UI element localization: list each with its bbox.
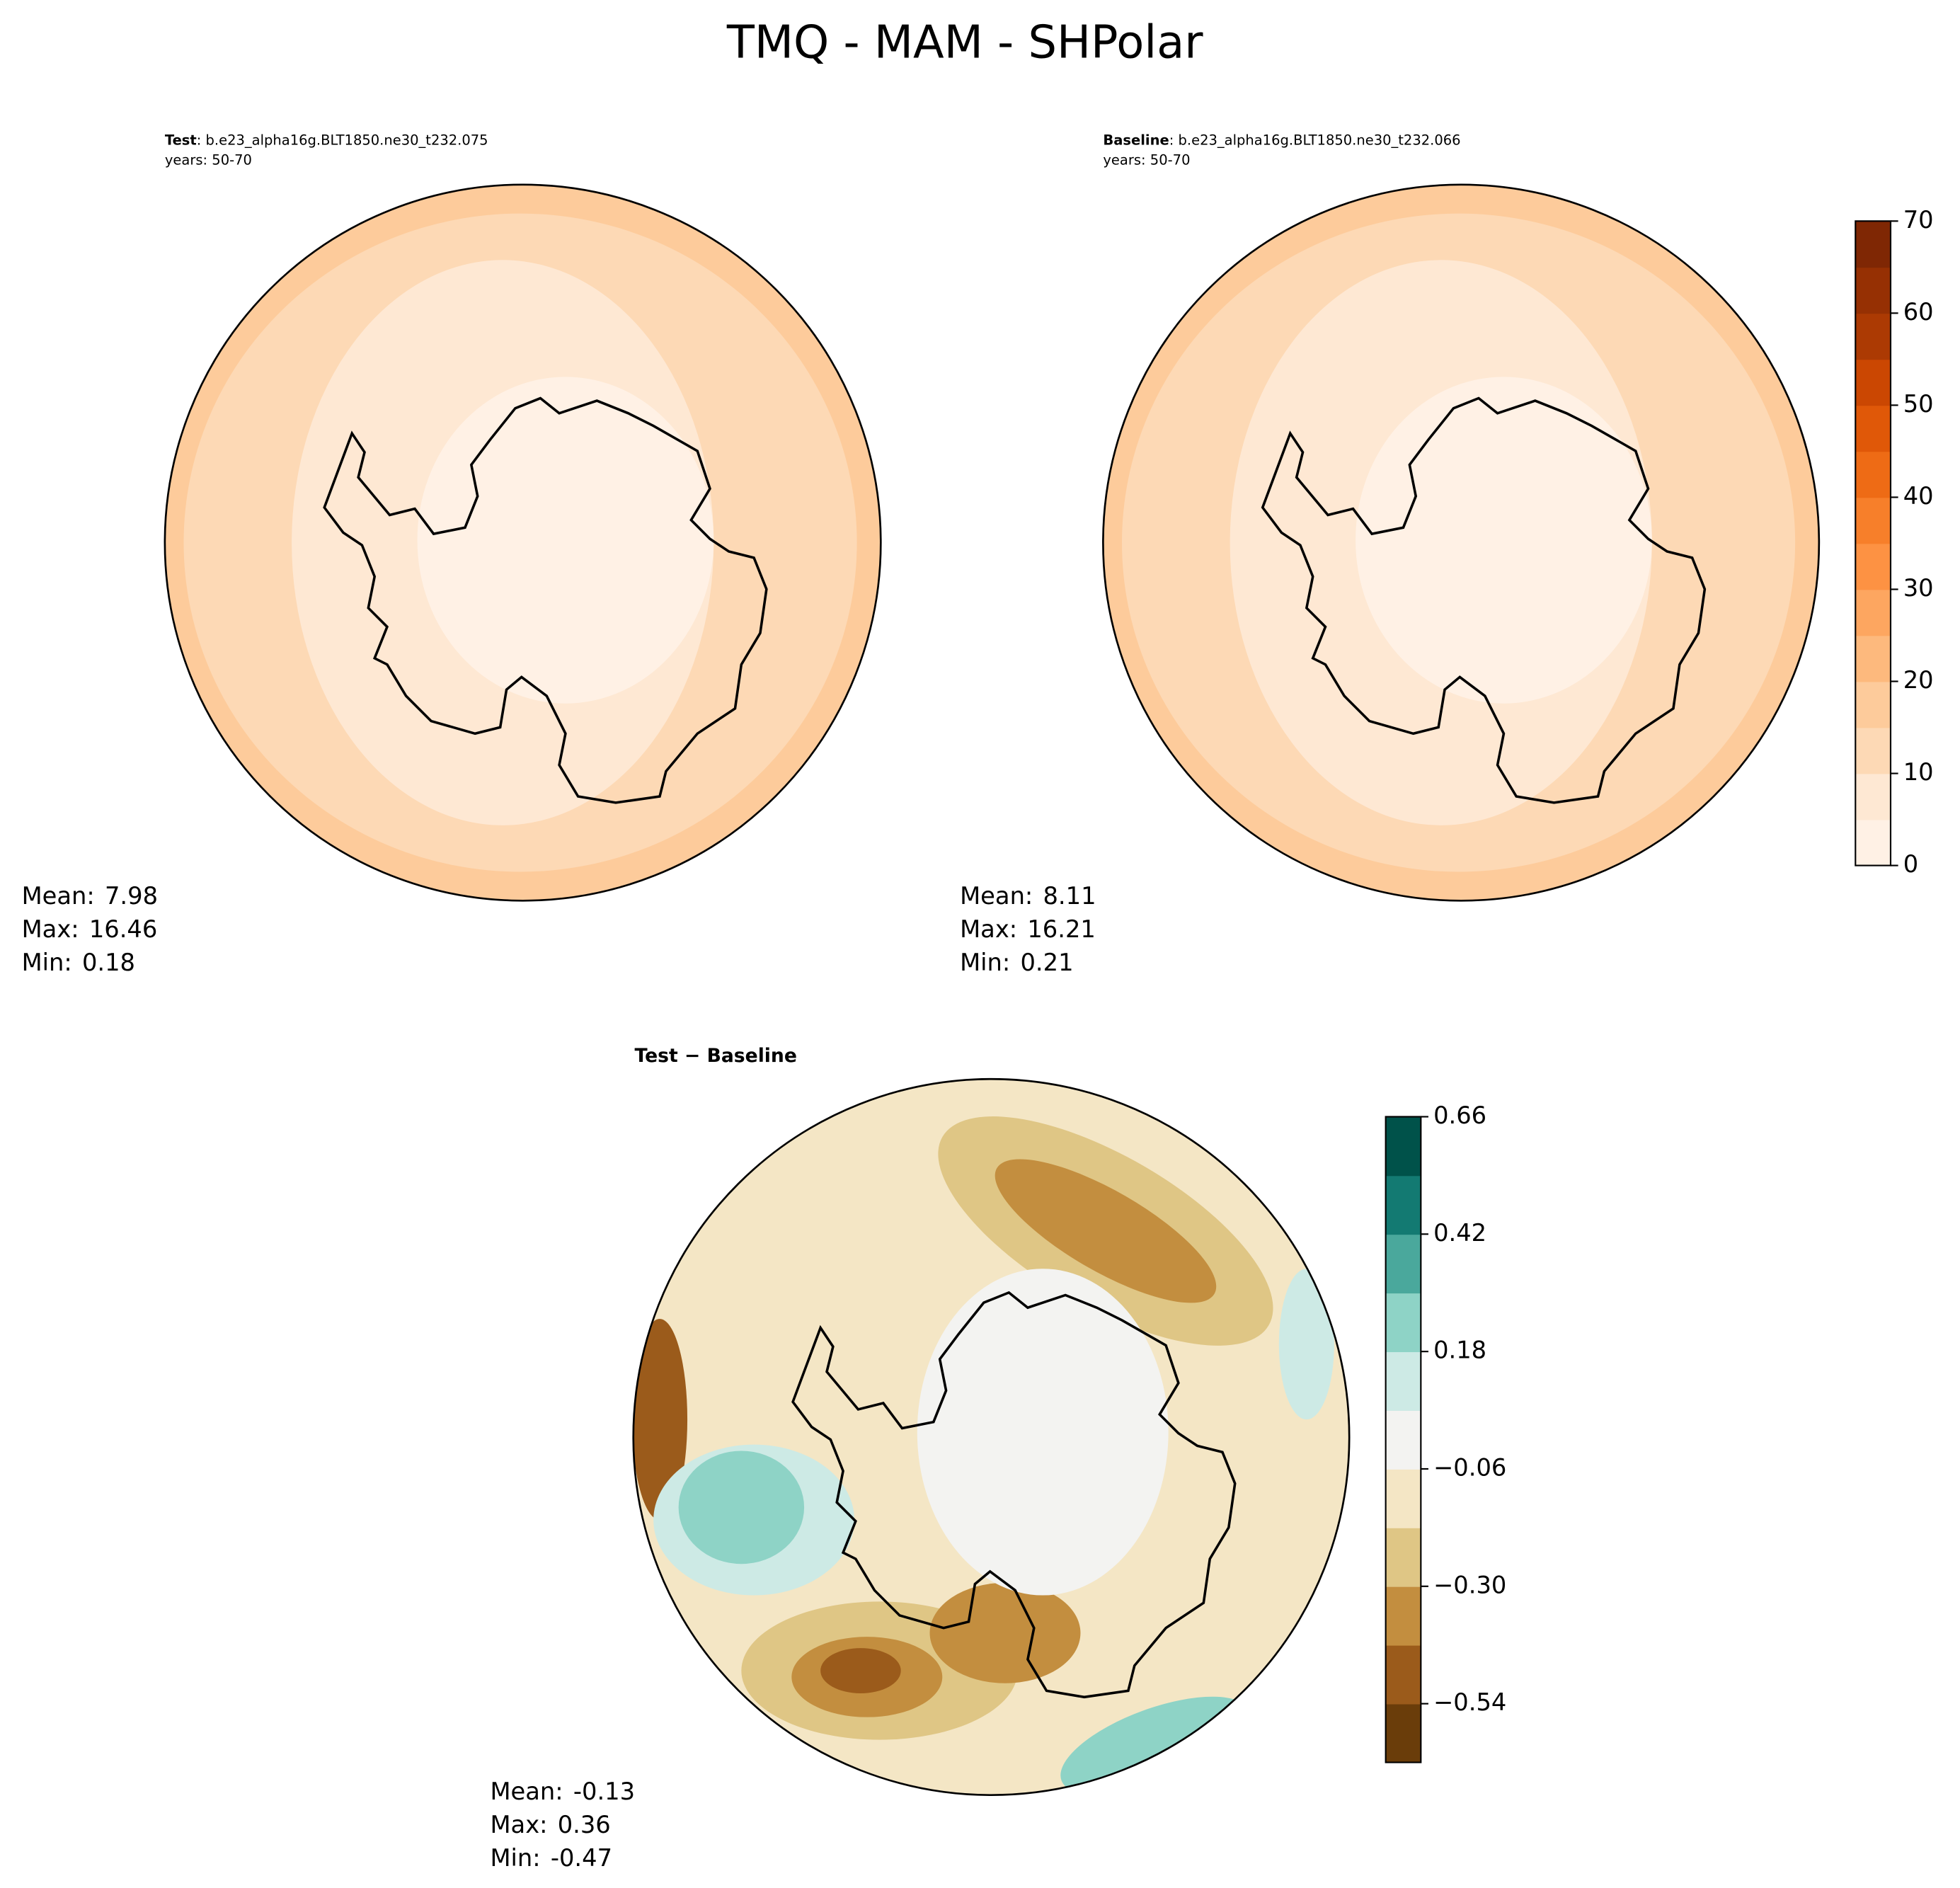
panel-header: Baseline: b.e23_alpha16g.BLT1850.ne30_t2… [1103, 132, 1460, 148]
stat-label: Min: [22, 949, 72, 976]
colorbar-tick-label: −0.54 [1433, 1688, 1506, 1716]
colorbar-bin [1385, 1351, 1421, 1411]
colorbar-bin [1385, 1293, 1421, 1353]
stat-label: Min: [960, 949, 1010, 976]
stat-value: 16.46 [89, 915, 158, 942]
panel-years: years: 50-70 [165, 152, 252, 168]
colorbar-tick-label: 20 [1903, 666, 1934, 694]
colorbar-tick-label: 60 [1903, 298, 1934, 326]
stat-label: Mean: [960, 881, 1033, 909]
stat-label: Max: [22, 915, 79, 942]
colorbar-tick-label: 30 [1903, 574, 1934, 602]
stat-value: 0.21 [1020, 949, 1073, 976]
map [1103, 184, 1819, 901]
figure-title: TMQ - MAM - SHPolar [726, 16, 1203, 69]
panel-description: : b.e23_alpha16g.BLT1850.ne30_t232.066 [1169, 132, 1461, 148]
panel-name: Test − Baseline [635, 1045, 797, 1067]
colorbar-bin [1855, 451, 1891, 498]
stat-value: 0.18 [82, 949, 135, 976]
colorbar-bin [1855, 635, 1891, 682]
stat-value: 7.98 [105, 881, 158, 909]
panel-header: Test: b.e23_alpha16g.BLT1850.ne30_t232.0… [165, 132, 488, 148]
colorbar-bin [1385, 1410, 1421, 1470]
colorbar-bin [1385, 1468, 1421, 1528]
panel-name: Baseline [1103, 132, 1169, 148]
stat: Max: 16.21 [960, 915, 1096, 942]
map [164, 184, 881, 901]
colorbar-tick-label: 40 [1903, 482, 1934, 510]
panel-years: years: 50-70 [1103, 152, 1190, 168]
stat: Mean: 7.98 [22, 881, 158, 909]
colorbar-frame [1855, 220, 1892, 866]
colorbar-frame [1385, 1116, 1422, 1763]
colorbar-bin [1385, 1116, 1421, 1177]
colorbar-bin [1855, 589, 1891, 636]
colorbar-bin [1855, 497, 1891, 544]
stat-value: -0.13 [573, 1778, 635, 1805]
colorbar-bin [1385, 1644, 1421, 1705]
colorbar-tick-label: 70 [1903, 206, 1934, 234]
stat-value: 8.11 [1043, 881, 1096, 909]
stat: Mean: 8.11 [960, 881, 1096, 909]
stat-value: 16.21 [1027, 915, 1096, 942]
stat-value: 0.36 [558, 1811, 611, 1838]
panel-description: : b.e23_alpha16g.BLT1850.ne30_t232.075 [197, 132, 488, 148]
stat-label: Mean: [22, 881, 95, 909]
colorbar-tick-label: 50 [1903, 390, 1934, 418]
colorbar-bin [1855, 727, 1891, 774]
colorbar-bin [1385, 1703, 1421, 1763]
stat: Min: 0.18 [22, 949, 135, 976]
colorbar-tick-label: 0.42 [1433, 1219, 1486, 1247]
colorbar-bin [1855, 359, 1891, 406]
colorbar-bin [1855, 681, 1891, 728]
stat: Min: 0.21 [960, 949, 1073, 976]
stat: Min: -0.47 [490, 1844, 612, 1872]
colorbar-tick-label: 0 [1903, 850, 1918, 878]
stat-label: Mean: [490, 1778, 563, 1805]
colorbar-bin [1385, 1527, 1421, 1587]
colorbar-bin [1855, 773, 1891, 820]
stat-label: Max: [490, 1811, 547, 1838]
stat-value: -0.47 [551, 1844, 612, 1872]
stat: Mean: -0.13 [490, 1778, 635, 1805]
colorbar-bin [1385, 1586, 1421, 1646]
colorbar-tick-label: −0.30 [1433, 1571, 1506, 1598]
colorbar-tick-label: 0.18 [1433, 1337, 1486, 1364]
panel-name: Test [165, 132, 197, 148]
stat-label: Min: [490, 1844, 540, 1872]
map [633, 1079, 1350, 1795]
stat-label: Max: [960, 915, 1017, 942]
colorbar-bin [1385, 1234, 1421, 1294]
colorbar-bin [1855, 313, 1891, 360]
colorbar-bin [1855, 221, 1891, 268]
colorbar-bin [1855, 819, 1891, 866]
colorbar-tick-label: −0.06 [1433, 1453, 1506, 1481]
colorbar-bin [1855, 405, 1891, 452]
colorbar-tick-label: 10 [1903, 758, 1934, 786]
colorbar-tick-label: 0.66 [1433, 1102, 1486, 1129]
colorbar-bin [1855, 267, 1891, 314]
colorbar-bin [1385, 1175, 1421, 1235]
colorbar-bin [1855, 543, 1891, 590]
stat: Max: 16.46 [22, 915, 158, 942]
stat: Max: 0.36 [490, 1811, 610, 1838]
